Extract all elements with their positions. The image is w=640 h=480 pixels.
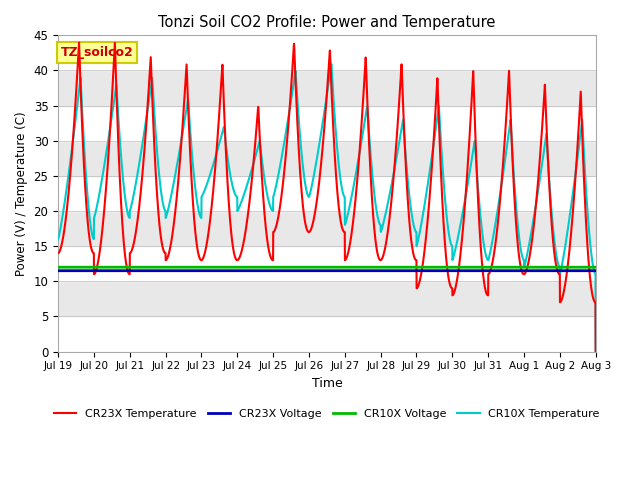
CR23X Voltage [541, 268, 548, 274]
CR10X Temperature [389, 176, 397, 181]
CR10X Temperature [380, 221, 387, 227]
CR23X Temperature [54, 250, 62, 256]
Line: CR23X Temperature: CR23X Temperature [58, 43, 596, 351]
CR10X Voltage [54, 264, 62, 270]
CR10X Temperature [54, 236, 62, 242]
Bar [58, 141, 596, 176]
Bar [58, 176, 596, 211]
Line: CR10X Temperature: CR10X Temperature [58, 64, 596, 351]
Bar [58, 106, 596, 141]
Bar [58, 316, 596, 351]
CR23X Temperature [76, 40, 83, 46]
Bar [58, 281, 596, 316]
CR23X Voltage [591, 268, 599, 274]
Bar [58, 211, 596, 246]
CR10X Temperature [328, 61, 335, 67]
CR10X Voltage [591, 264, 599, 270]
CR23X Temperature [541, 84, 548, 90]
CR10X Temperature [204, 178, 212, 183]
CR10X Temperature [170, 182, 177, 188]
Bar [58, 71, 596, 106]
CR10X Voltage [592, 264, 600, 270]
Title: Tonzi Soil CO2 Profile: Power and Temperature: Tonzi Soil CO2 Profile: Power and Temper… [158, 15, 495, 30]
CR23X Temperature [389, 184, 397, 190]
X-axis label: Time: Time [312, 377, 342, 390]
Y-axis label: Power (V) / Temperature (C): Power (V) / Temperature (C) [15, 111, 28, 276]
CR10X Temperature [591, 271, 599, 277]
CR23X Temperature [380, 252, 387, 258]
Bar [58, 36, 596, 71]
CR10X Voltage [170, 264, 177, 270]
CR23X Temperature [592, 348, 600, 354]
CR23X Temperature [170, 224, 177, 230]
CR23X Temperature [591, 300, 599, 305]
CR23X Voltage [54, 268, 62, 274]
CR10X Voltage [204, 264, 212, 270]
Bar [58, 246, 596, 281]
CR10X Voltage [541, 264, 548, 270]
CR23X Voltage [380, 268, 387, 274]
CR10X Temperature [541, 143, 548, 148]
CR10X Temperature [592, 348, 600, 354]
Legend: CR23X Temperature, CR23X Voltage, CR10X Voltage, CR10X Temperature: CR23X Temperature, CR23X Voltage, CR10X … [49, 405, 604, 423]
CR23X Temperature [205, 230, 212, 236]
CR23X Voltage [170, 268, 177, 274]
Text: TZ_soilco2: TZ_soilco2 [61, 46, 134, 59]
CR23X Voltage [388, 268, 396, 274]
CR10X Voltage [388, 264, 396, 270]
CR23X Voltage [592, 268, 600, 274]
CR10X Voltage [380, 264, 387, 270]
CR23X Voltage [204, 268, 212, 274]
